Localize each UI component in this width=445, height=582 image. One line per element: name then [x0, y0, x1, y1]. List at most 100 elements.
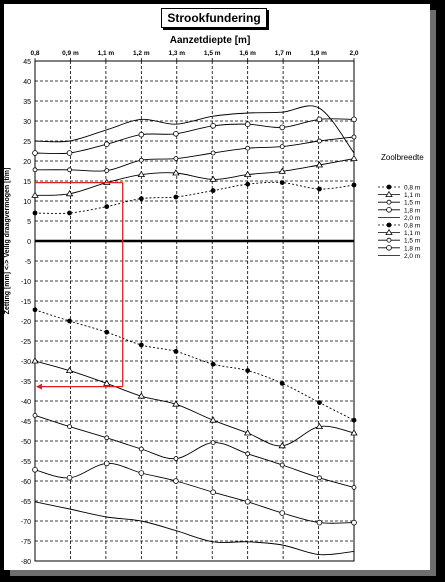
x-tick-label: 0,9 m — [62, 50, 79, 57]
y-tick-label: -30 — [21, 359, 31, 366]
data-point-draagvermogen — [317, 186, 322, 192]
data-point-draagvermogen — [210, 188, 216, 194]
legend-title: Zoolbreedte — [381, 153, 424, 162]
data-point-draagvermogen — [350, 154, 358, 162]
series-line-draagvermogen-3 — [34, 118, 355, 155]
y-tick-label: -80 — [21, 559, 31, 566]
y-tick-label: -50 — [21, 439, 31, 446]
data-point-draagvermogen — [351, 116, 357, 123]
data-point-zetting — [279, 381, 285, 386]
data-point-zetting — [351, 519, 357, 526]
data-point-draagvermogen — [67, 210, 72, 216]
x-tick-label: 1,5 m — [204, 50, 221, 57]
y-tick-label: 20 — [23, 159, 31, 166]
x-tick-label: 1,9 m — [310, 50, 327, 57]
data-point-draagvermogen — [65, 190, 74, 197]
x-tick-label: 2,0 — [349, 50, 358, 57]
series-line-draagvermogen-2 — [34, 136, 355, 172]
data-point-draagvermogen — [66, 150, 73, 156]
legend-label: 1,8 m — [404, 245, 420, 252]
data-point-draagvermogen — [351, 134, 357, 140]
data-point-zetting — [138, 342, 144, 348]
chart-title: Strookfundering — [161, 8, 267, 28]
data-point-zetting — [245, 368, 251, 373]
y-tick-label: 40 — [23, 79, 31, 86]
data-point-draagvermogen — [210, 150, 216, 156]
data-point-draagvermogen — [172, 169, 180, 176]
data-point-zetting — [209, 416, 217, 423]
data-point-zetting — [243, 429, 252, 436]
data-point-draagvermogen — [32, 210, 38, 216]
data-point-draagvermogen — [104, 168, 110, 174]
y-tick-label: -10 — [21, 279, 31, 286]
data-point-zetting — [137, 392, 146, 399]
series-line-zetting-1 — [34, 360, 355, 447]
data-point-draagvermogen — [209, 175, 217, 182]
data-point-zetting — [351, 417, 357, 423]
data-point-draagvermogen — [173, 131, 179, 137]
legend-label: 1,1 m — [404, 192, 420, 199]
x-tick-label: 1,3 m — [168, 50, 185, 57]
y-tick-label: -20 — [21, 319, 31, 326]
legend-label: 2,0 m — [404, 215, 420, 222]
data-point-zetting — [317, 475, 322, 481]
series-line-zetting-3 — [34, 462, 355, 524]
plot-frame — [34, 60, 355, 562]
legend-marker — [386, 207, 392, 213]
data-point-zetting — [315, 422, 324, 430]
data-point-zetting — [173, 349, 179, 354]
data-point-draagvermogen — [210, 123, 216, 129]
data-point-draagvermogen — [104, 204, 110, 210]
data-point-zetting — [67, 318, 72, 324]
data-point-zetting — [138, 470, 145, 476]
data-point-draagvermogen — [138, 131, 145, 138]
y-tick-label: -65 — [21, 499, 31, 506]
x-tick-label: 1,6 m — [239, 50, 256, 57]
data-point-zetting — [32, 412, 38, 418]
data-point-draagvermogen — [243, 170, 252, 178]
legend-marker — [385, 228, 393, 236]
series-line-zetting-2 — [34, 414, 355, 488]
data-point-zetting — [32, 307, 38, 313]
data-point-draagvermogen — [278, 167, 286, 174]
y-tick-label: -40 — [21, 399, 31, 406]
data-point-zetting — [350, 429, 358, 436]
series-line-draagvermogen-0 — [34, 181, 355, 214]
legend-marker — [386, 237, 392, 243]
y-tick-label: 5 — [27, 219, 31, 226]
data-point-draagvermogen — [315, 161, 324, 168]
data-point-zetting — [103, 379, 111, 386]
data-point-zetting — [278, 442, 286, 449]
x-tick-label: 0,8 — [30, 50, 39, 57]
y-tick-label: -35 — [21, 379, 31, 386]
data-point-zetting — [351, 484, 357, 490]
data-point-zetting — [279, 510, 286, 516]
legend-marker — [386, 222, 392, 228]
y-tick-label: -45 — [21, 419, 31, 426]
data-point-draagvermogen — [173, 156, 179, 162]
data-point-draagvermogen — [32, 167, 38, 173]
data-point-draagvermogen — [244, 121, 251, 127]
data-point-zetting — [66, 474, 73, 481]
data-point-zetting — [104, 329, 110, 335]
y-tick-label: -25 — [21, 339, 31, 346]
data-point-zetting — [31, 357, 39, 364]
data-point-zetting — [210, 361, 216, 367]
data-point-zetting — [32, 466, 38, 473]
y-tick-label: -5 — [25, 259, 31, 266]
data-point-zetting — [245, 451, 251, 457]
legend-label: 2,0 m — [404, 253, 420, 260]
data-point-draagvermogen — [279, 144, 285, 150]
data-point-draagvermogen — [316, 116, 323, 123]
data-point-draagvermogen — [103, 141, 110, 148]
x-tick-label: 1,1 m — [98, 50, 115, 57]
data-point-draagvermogen — [32, 150, 38, 156]
series-line-zetting-4 — [34, 501, 355, 556]
data-point-draagvermogen — [67, 167, 72, 173]
y-tick-label: 45 — [23, 59, 31, 66]
y-tick-label: 15 — [23, 179, 31, 186]
legend-label: 0,8 m — [404, 223, 420, 230]
chart-paper — [4, 4, 430, 570]
